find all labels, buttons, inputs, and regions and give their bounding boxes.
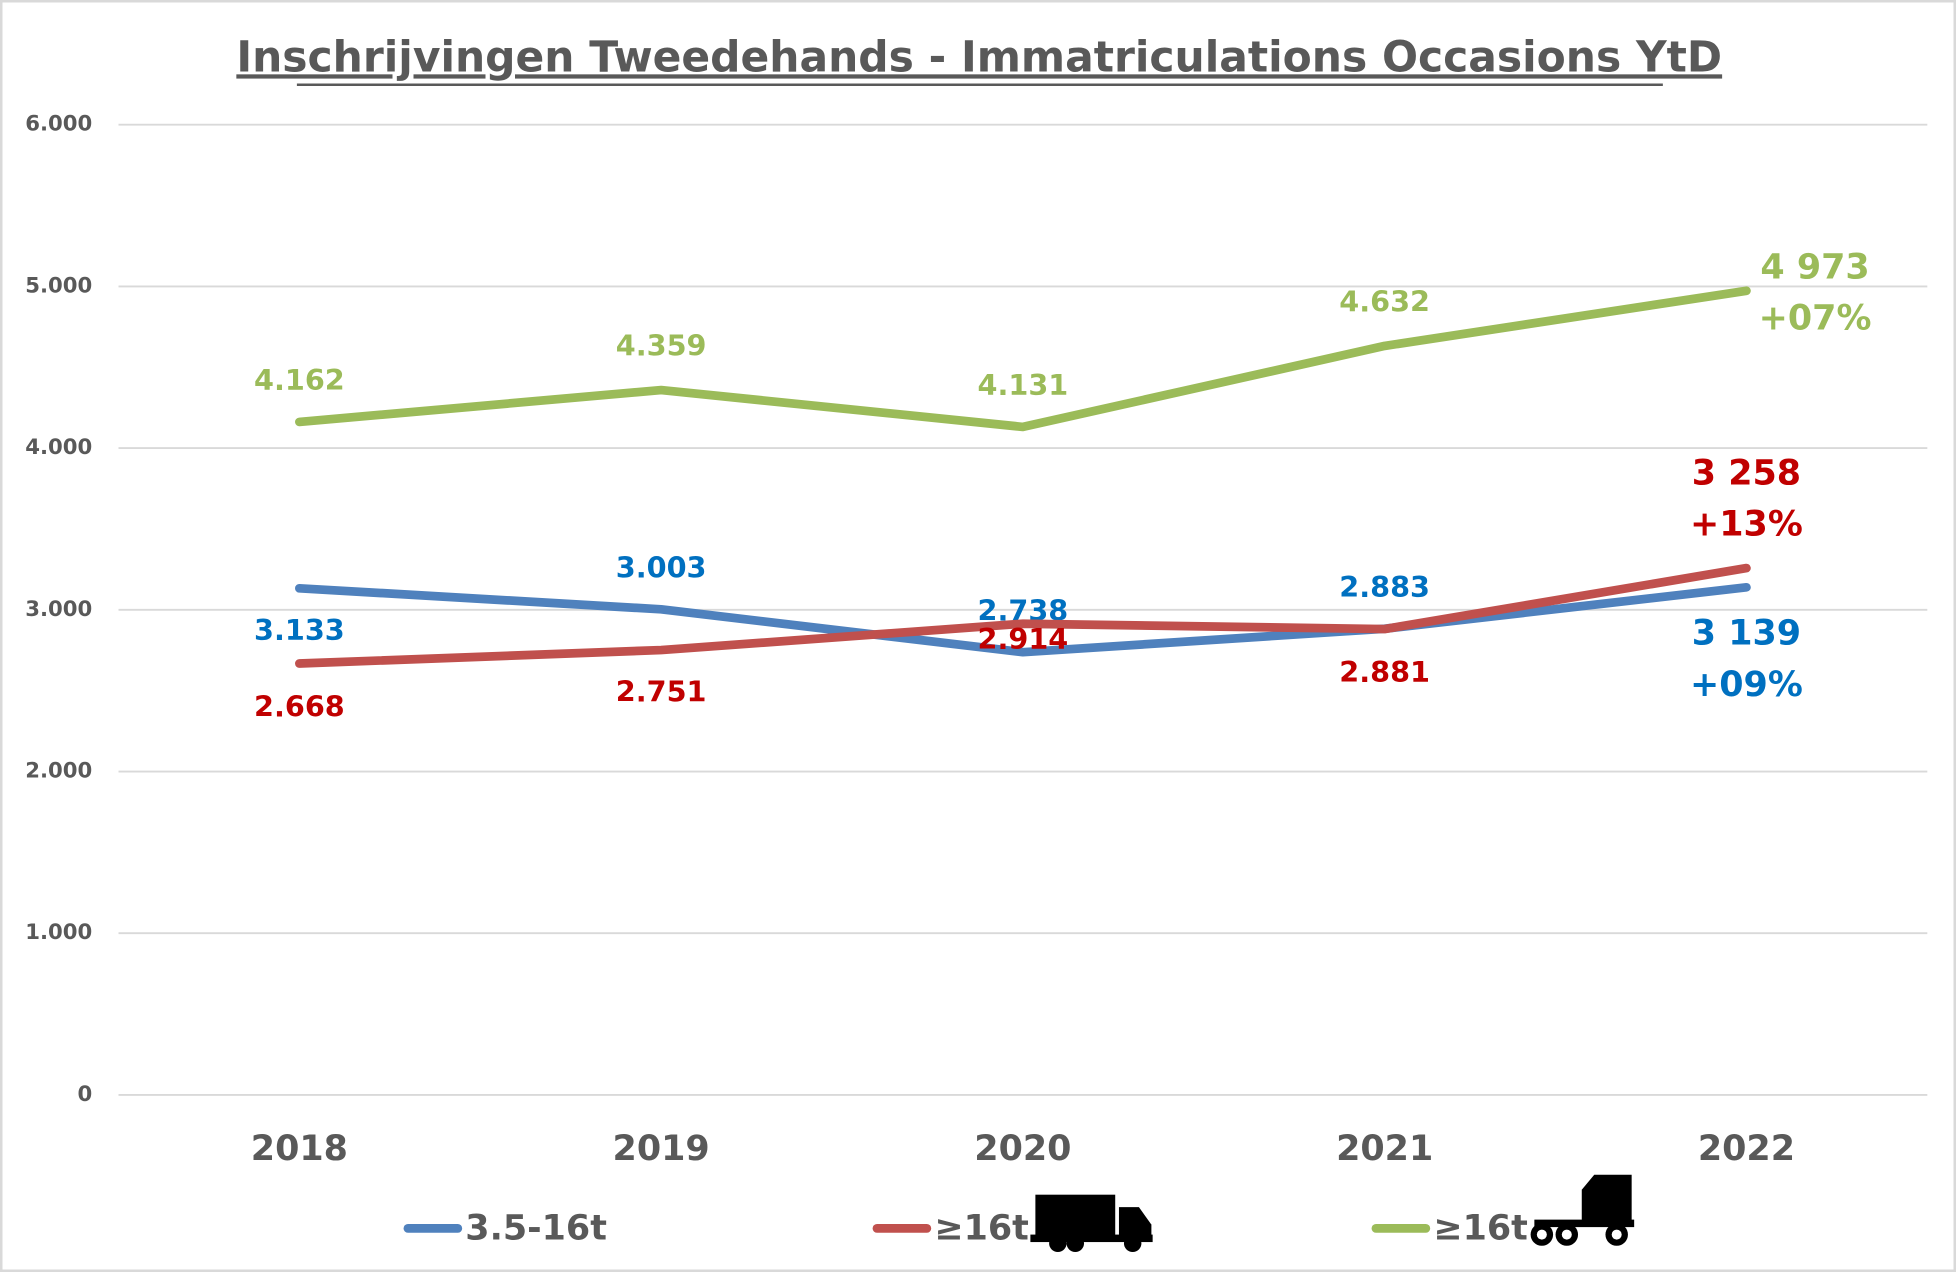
- series-line: [295, 563, 1751, 668]
- data-label: 4.632: [1339, 285, 1430, 319]
- y-tick-label: 5.000: [25, 272, 92, 297]
- y-tick-label: 4.000: [25, 434, 92, 459]
- legend-label: ≥16t: [934, 1209, 1029, 1249]
- data-label: 2.751: [616, 675, 707, 709]
- truck-icon: [1030, 1194, 1153, 1253]
- data-label: 4.162: [254, 363, 345, 397]
- data-label: 3.003: [616, 550, 707, 584]
- change-label: +07%: [1759, 298, 1872, 338]
- chart-title: Inschrijvingen Tweedehands - Immatricula…: [236, 32, 1722, 81]
- change-label: +09%: [1690, 665, 1803, 705]
- x-tick-label: 2021: [1336, 1129, 1433, 1169]
- data-label: 2.914: [978, 622, 1069, 656]
- y-tick-label: 6.000: [25, 111, 92, 136]
- data-label: 3 258: [1692, 454, 1801, 494]
- legend-label: 3.5-16t: [465, 1209, 607, 1249]
- change-label: +13%: [1690, 505, 1803, 545]
- y-tick-label: 2.000: [25, 758, 92, 783]
- data-label: 3 139: [1692, 614, 1801, 654]
- data-label: 4 973: [1760, 247, 1869, 287]
- data-label: 3.133: [254, 613, 345, 647]
- legend-label: ≥16t: [1433, 1209, 1528, 1249]
- x-tick-label: 2019: [613, 1129, 710, 1169]
- y-tick-label: 0: [78, 1081, 93, 1106]
- x-tick-label: 2022: [1698, 1129, 1795, 1169]
- series-line: [295, 582, 1751, 657]
- series-line: [295, 286, 1751, 432]
- data-label: 4.359: [616, 329, 707, 363]
- data-label: 4.131: [978, 368, 1069, 402]
- x-tick-label: 2020: [974, 1129, 1071, 1169]
- x-tick-label: 2018: [251, 1129, 348, 1169]
- data-label: 2.881: [1339, 655, 1430, 689]
- data-label: 2.883: [1339, 570, 1430, 604]
- y-tick-label: 1.000: [25, 919, 92, 944]
- y-tick-label: 3.000: [25, 596, 92, 621]
- tractor-icon: [1530, 1174, 1635, 1246]
- data-label: 2.668: [254, 689, 345, 723]
